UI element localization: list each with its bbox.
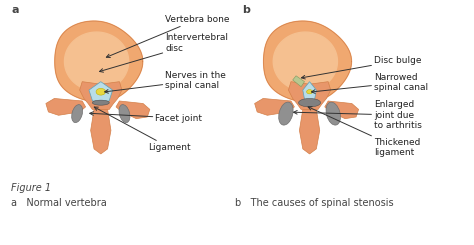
Text: a   Normal vertebra: a Normal vertebra [11,198,107,208]
Polygon shape [264,21,352,102]
Text: Disc bulge: Disc bulge [301,56,422,79]
Ellipse shape [92,100,109,105]
Text: Enlarged
joint due
to arthritis: Enlarged joint due to arthritis [293,100,422,130]
Ellipse shape [279,102,293,125]
Ellipse shape [119,105,130,123]
Polygon shape [46,98,86,115]
Polygon shape [80,82,122,110]
Ellipse shape [72,105,82,123]
Ellipse shape [326,102,340,125]
Polygon shape [289,82,331,110]
Text: Intervertebral
disc: Intervertebral disc [100,33,228,72]
Polygon shape [303,82,316,101]
Text: b   The causes of spinal stenosis: b The causes of spinal stenosis [235,198,393,208]
Text: Thickened
ligament: Thickened ligament [308,107,420,157]
Text: Figure 1: Figure 1 [11,183,52,193]
Ellipse shape [307,90,312,94]
Polygon shape [325,101,359,119]
Polygon shape [292,76,304,87]
Text: b: b [242,5,250,15]
Text: Narrowed
spinal canal: Narrowed spinal canal [311,73,428,93]
Ellipse shape [96,88,106,95]
Polygon shape [273,32,337,91]
Text: Nerves in the
spinal canal: Nerves in the spinal canal [105,71,226,93]
Text: Ligament: Ligament [94,107,191,152]
Polygon shape [89,82,113,101]
Polygon shape [116,101,150,119]
Text: a: a [11,5,19,15]
Polygon shape [55,21,143,102]
Ellipse shape [299,98,320,107]
Text: Vertebra bone: Vertebra bone [106,15,230,58]
Text: Facet joint: Facet joint [90,112,202,122]
Polygon shape [91,110,111,154]
Polygon shape [300,110,319,154]
Polygon shape [255,98,294,115]
Polygon shape [64,32,128,91]
